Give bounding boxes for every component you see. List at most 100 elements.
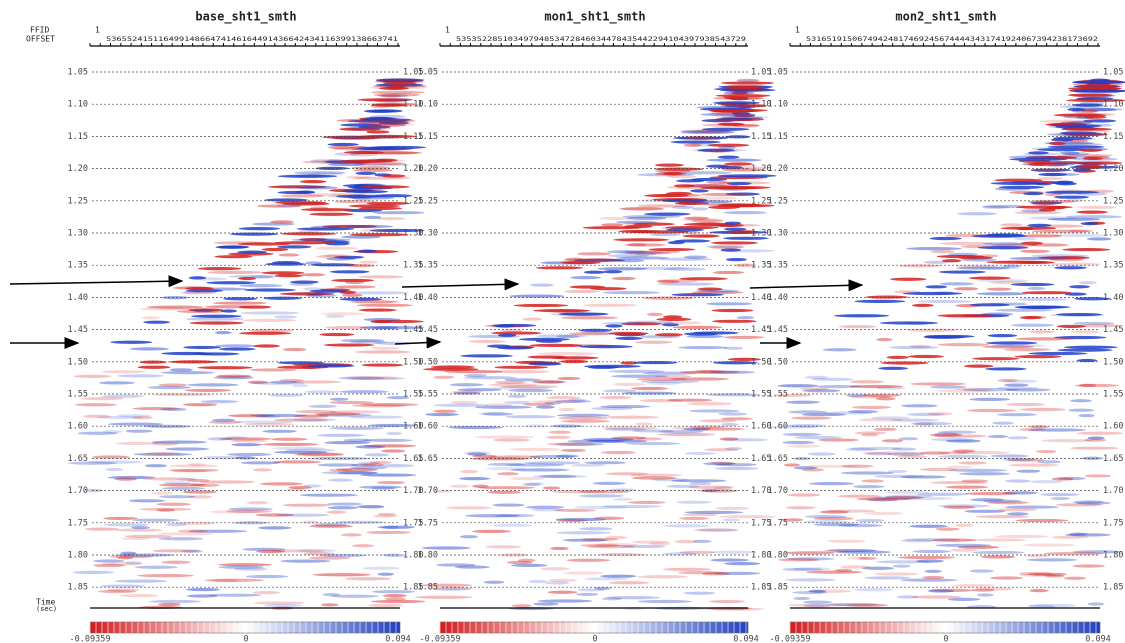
- seismic-event: [687, 402, 733, 406]
- seismic-event: [249, 368, 297, 372]
- seismic-event: [228, 507, 273, 511]
- seismic-event: [636, 377, 688, 381]
- seismic-event: [701, 572, 731, 576]
- seismic-event: [685, 196, 739, 200]
- seismic-event: [414, 595, 473, 599]
- seismic-event: [256, 549, 286, 554]
- seismic-event: [525, 482, 545, 486]
- seismic-event: [849, 384, 903, 389]
- seismic-event: [681, 293, 707, 297]
- seismic-event: [995, 386, 1039, 390]
- seismic-event: [450, 484, 470, 488]
- seismic-event: [320, 312, 364, 316]
- seismic-event: [303, 551, 336, 556]
- seismic-event: [109, 554, 153, 559]
- seismic-event: [803, 604, 830, 608]
- seismic-event: [147, 305, 204, 309]
- seismic-event: [156, 502, 191, 506]
- seismic-event: [468, 339, 507, 344]
- seismic-event: [183, 345, 221, 350]
- seismic-event: [467, 452, 487, 456]
- seismic-event: [187, 383, 239, 387]
- seismic-event: [657, 432, 716, 437]
- seismic-event: [175, 521, 216, 526]
- seismic-event: [1077, 84, 1119, 88]
- seismic-event: [713, 571, 761, 575]
- seismic-event: [375, 99, 399, 103]
- seismic-event: [143, 424, 192, 428]
- seismic-event: [1022, 543, 1076, 547]
- seismic-event: [224, 436, 247, 440]
- seismic-event: [713, 486, 733, 490]
- seismic-event: [845, 603, 889, 607]
- seismic-event: [277, 245, 312, 249]
- seismic-event: [317, 433, 366, 437]
- seismic-event: [1083, 115, 1107, 119]
- seismic-event: [958, 461, 988, 465]
- time-tick-label: 1.40: [768, 293, 788, 303]
- time-tick-label: 1.40: [418, 293, 438, 303]
- seismic-event: [1019, 316, 1042, 320]
- seismic-event: [584, 461, 627, 465]
- time-tick-label: 1.60: [768, 422, 788, 432]
- seismic-event: [900, 578, 958, 582]
- seismic-event: [188, 462, 206, 467]
- seismic-event: [274, 450, 328, 454]
- seismic-event: [1009, 157, 1068, 161]
- seismic-event: [239, 331, 292, 335]
- seismic-event: [72, 570, 114, 574]
- seismic-event: [733, 114, 756, 118]
- time-label: Time: [36, 598, 55, 607]
- seismic-event: [220, 309, 238, 313]
- seismic-event: [73, 374, 112, 378]
- time-tick-label: 1.40: [403, 293, 423, 303]
- arrow: [394, 336, 442, 349]
- seismic-event: [1019, 249, 1050, 253]
- seismic-event: [508, 388, 554, 393]
- seismic-event: [848, 409, 878, 414]
- seismic-event: [625, 320, 674, 324]
- seismic-event: [840, 471, 895, 475]
- seismic-event: [292, 383, 309, 388]
- seismic-event: [270, 437, 308, 441]
- seismic-event: [494, 513, 535, 518]
- seismic-event: [124, 561, 142, 565]
- time-tick-label: 1.30: [1103, 229, 1123, 239]
- seismic-event: [131, 525, 150, 530]
- seismic-event: [129, 347, 170, 351]
- seismic-event: [715, 117, 753, 121]
- seismic-event: [158, 602, 181, 607]
- seismic-event: [250, 381, 306, 385]
- seismic-event: [947, 252, 979, 256]
- seismic-event: [532, 380, 564, 384]
- seismic-event: [1057, 153, 1113, 158]
- seismic-event: [986, 260, 1046, 264]
- seismic-event: [532, 474, 588, 479]
- seismic-event: [702, 489, 739, 493]
- seismic-event: [296, 227, 355, 231]
- time-tick-label: 1.05: [418, 68, 438, 78]
- seismic-event: [422, 367, 479, 371]
- arrow: [749, 279, 864, 292]
- seismic-event: [930, 480, 987, 485]
- seismic-event: [369, 228, 425, 233]
- seismic-event: [101, 394, 145, 398]
- seismic-event: [656, 317, 692, 321]
- time-tick-label: 1.60: [1103, 422, 1123, 432]
- seismic-event: [327, 478, 354, 482]
- seismic-event: [889, 277, 927, 281]
- seismic-event: [450, 390, 483, 394]
- seismic-event: [103, 523, 150, 527]
- time-tick-label: 1.85: [1103, 583, 1123, 593]
- seismic-event: [555, 442, 605, 446]
- seismic-event: [540, 567, 570, 571]
- seismic-event: [137, 574, 194, 578]
- seismic-event: [724, 221, 741, 225]
- seismic-event: [358, 485, 403, 489]
- seismic-event: [377, 572, 394, 576]
- time-tick-label: 1.10: [1103, 100, 1123, 110]
- seismic-event: [1014, 237, 1038, 241]
- seismic-event: [850, 446, 903, 451]
- seismic-event: [430, 365, 475, 369]
- seismic-event: [182, 490, 217, 494]
